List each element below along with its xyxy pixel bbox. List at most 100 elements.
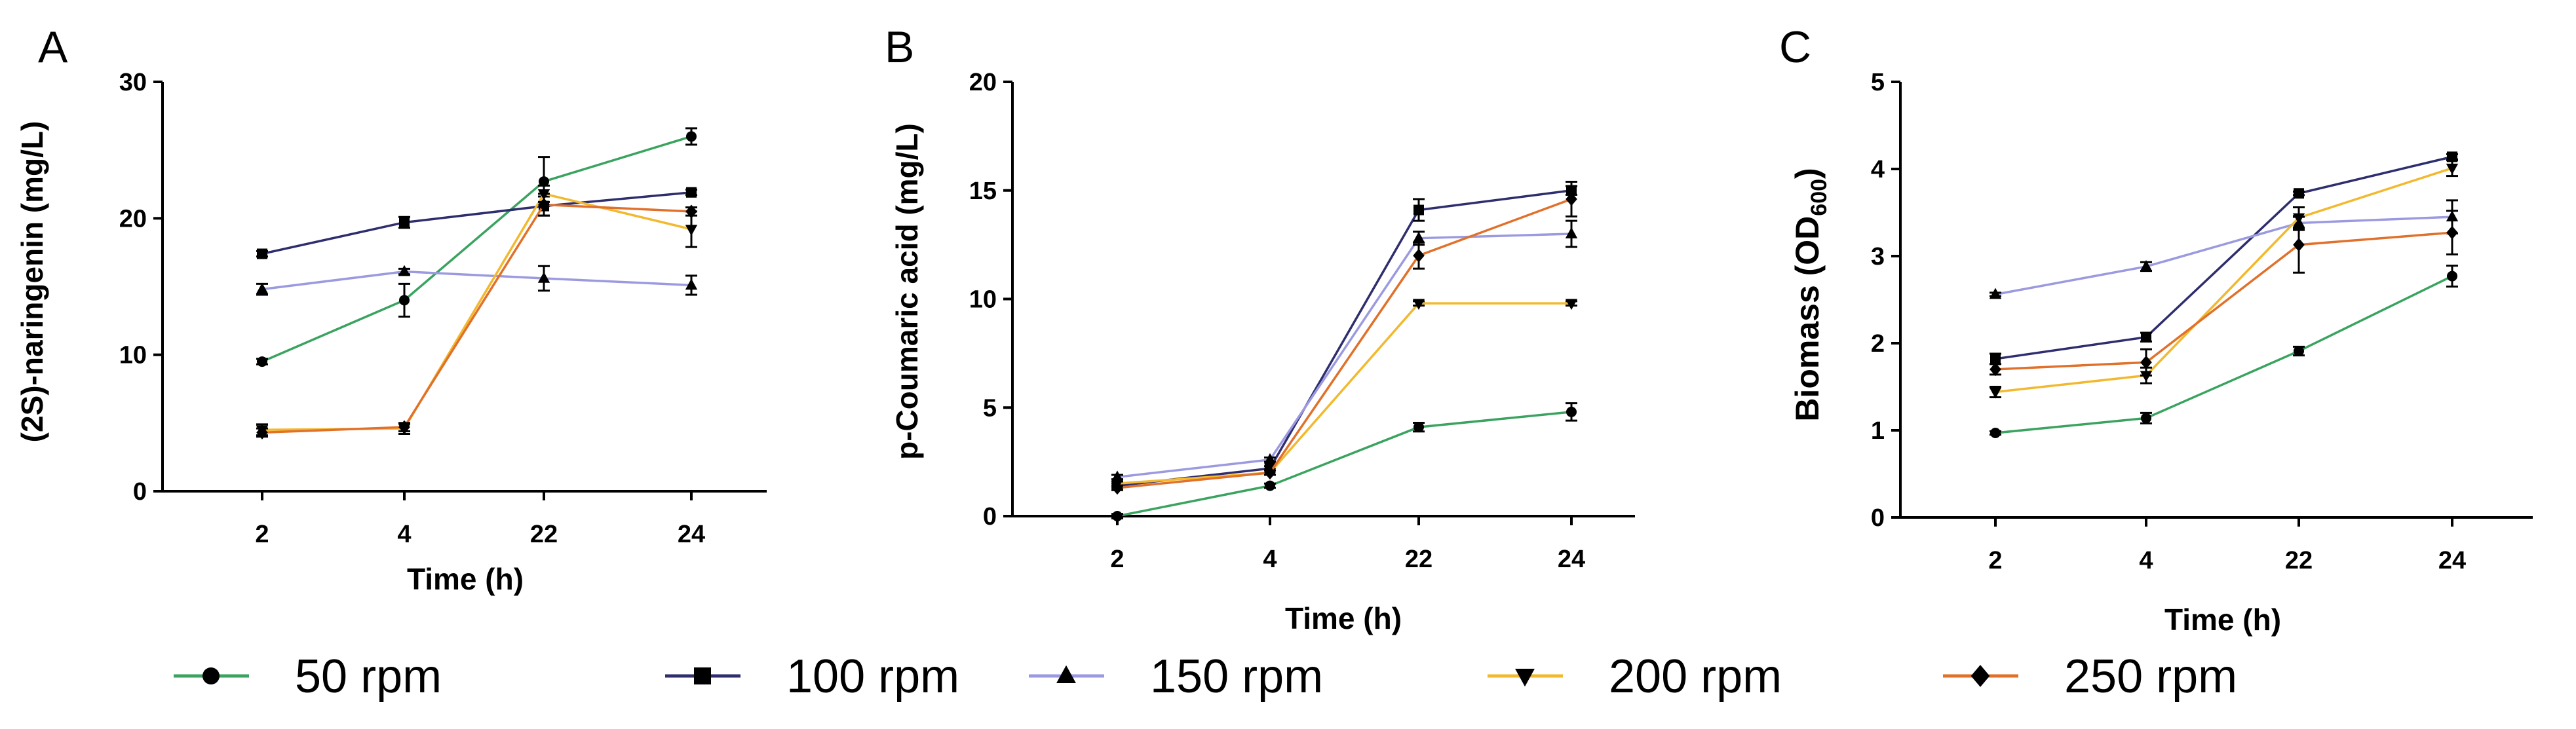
data-point: [2446, 225, 2458, 240]
data-point: [2141, 331, 2151, 343]
series-50-rpm: [1990, 265, 2458, 438]
x-tick-label: 22: [1405, 546, 1432, 573]
y-tick-label: 0: [983, 503, 997, 531]
data-point: [1990, 362, 2001, 377]
x-tick-label: 2: [255, 521, 269, 548]
x-tick-label: 24: [678, 521, 705, 548]
series-250-rpm: [256, 193, 697, 439]
data-point: [1412, 299, 1425, 310]
series-line: [1995, 231, 2453, 371]
legend-item-150-rpm: 150 rpm: [1029, 650, 1323, 703]
data-point: [399, 217, 410, 228]
data-point: [685, 225, 698, 236]
data-point: [1566, 192, 1577, 206]
series-line: [1995, 155, 2453, 360]
series-50-rpm: [1111, 402, 1577, 521]
data-point: [1413, 204, 1424, 215]
legend: 50 rpm 100 rpm 150 rpm 200 rpm 250 rpm: [174, 650, 2237, 703]
series-100-rpm: [1990, 151, 2458, 365]
data-point: [537, 272, 550, 283]
data-point: [398, 265, 411, 276]
legend-label: 150 rpm: [1150, 650, 1323, 703]
series-100-rpm: [256, 187, 697, 259]
series-150-rpm: [256, 265, 698, 296]
series-150-rpm: [1111, 219, 1578, 482]
data-point: [1989, 288, 2002, 299]
data-point: [1265, 480, 1275, 491]
series-250-rpm: [1111, 180, 1577, 495]
series-line: [261, 270, 692, 291]
panel-letter-a: A: [38, 22, 68, 72]
data-point: [539, 176, 549, 187]
y-tick-label: 5: [1871, 69, 1885, 96]
y-axis-title: (2S)-naringenin (mg/L): [15, 121, 49, 443]
data-point: [257, 248, 267, 259]
data-point: [1413, 248, 1425, 263]
series-250-rpm: [1990, 210, 2458, 377]
series-50-rpm: [256, 127, 697, 367]
data-point: [1565, 299, 1578, 310]
x-tick-label: 22: [2285, 547, 2313, 574]
x-axis-title: Time (h): [2164, 603, 2281, 637]
data-point: [2293, 238, 2305, 252]
y-tick-label: 1: [1871, 417, 1885, 445]
series-line: [261, 191, 692, 255]
data-point: [2140, 371, 2153, 383]
data-point: [1565, 227, 1578, 238]
legend-marker: [1970, 665, 1990, 687]
series-line: [1117, 302, 1571, 485]
series-200-rpm: [1111, 299, 1578, 491]
data-point: [2294, 345, 2304, 356]
y-tick-label: 10: [969, 286, 997, 314]
data-point: [2140, 355, 2152, 369]
data-point: [1263, 453, 1277, 464]
series-200-rpm: [1989, 159, 2459, 399]
legend-label: 100 rpm: [786, 650, 959, 703]
x-tick-label: 2: [1110, 546, 1124, 573]
legend-label: 200 rpm: [1609, 650, 1782, 703]
data-point: [1566, 406, 1577, 417]
legend-marker: [202, 667, 220, 684]
panel-letter-b: B: [885, 22, 914, 72]
legend-marker: [1056, 665, 1076, 684]
series-line: [261, 203, 692, 434]
x-tick-label: 22: [530, 521, 558, 548]
data-point: [2140, 259, 2153, 271]
data-point: [256, 282, 269, 294]
data-point: [686, 131, 697, 142]
data-point: [685, 278, 698, 290]
x-axis-title: Time (h): [407, 562, 524, 596]
y-tick-label: 5: [983, 394, 997, 422]
legend-item-200-rpm: 200 rpm: [1488, 650, 1782, 703]
series-line: [261, 135, 692, 363]
series-line: [1117, 411, 1572, 517]
series-100-rpm: [1111, 185, 1577, 491]
y-tick-label: 3: [1871, 243, 1885, 271]
legend-marker: [1515, 668, 1535, 687]
y-axis-title: Biomass (OD600): [1789, 168, 1832, 421]
data-point: [1990, 353, 2001, 364]
data-point: [256, 426, 268, 439]
data-point: [2446, 163, 2459, 175]
x-tick-label: 4: [397, 521, 411, 548]
data-point: [1111, 481, 1123, 495]
y-tick-label: 0: [133, 478, 147, 506]
y-tick-label: 30: [119, 69, 147, 96]
data-point: [1111, 470, 1124, 482]
series-line: [1995, 167, 2453, 394]
data-point: [1412, 231, 1425, 243]
x-tick-label: 24: [1558, 546, 1585, 573]
y-tick-label: 20: [969, 69, 997, 96]
data-point: [685, 204, 697, 219]
data-point: [1264, 466, 1276, 480]
data-point: [2447, 271, 2457, 282]
x-tick-label: 4: [2139, 547, 2153, 574]
data-point: [538, 198, 550, 212]
data-point: [1990, 427, 2001, 438]
legend-label: 250 rpm: [2064, 650, 2237, 703]
data-point: [257, 356, 267, 367]
